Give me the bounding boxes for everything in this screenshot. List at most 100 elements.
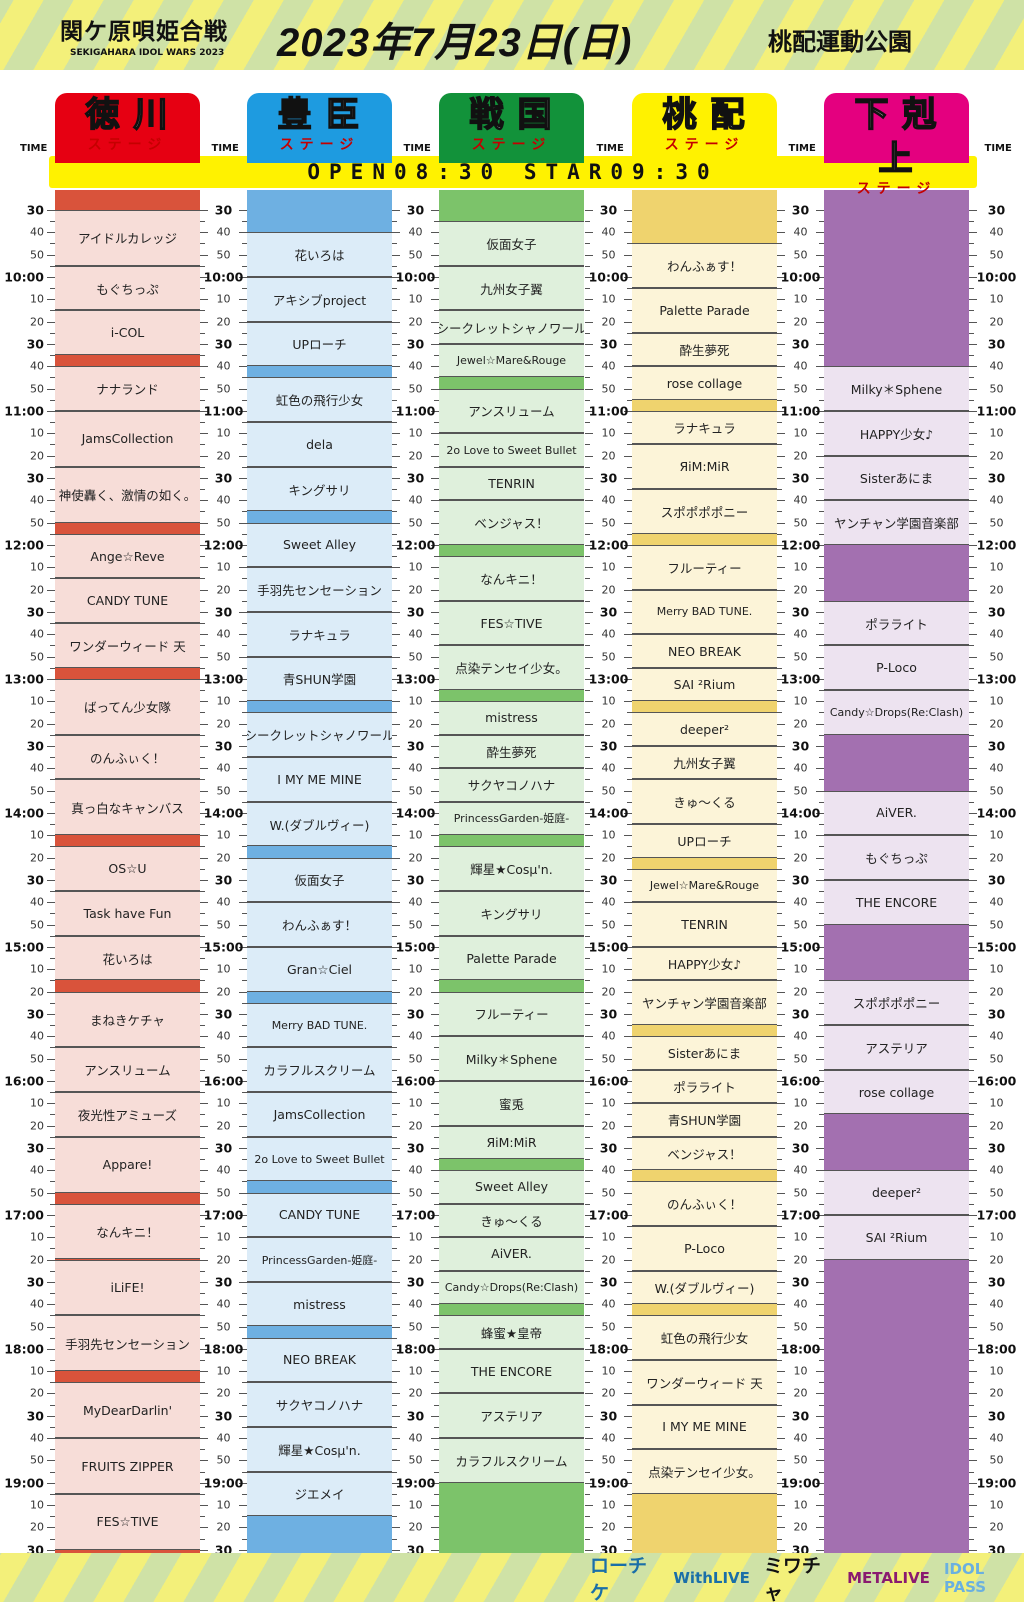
act-slot[interactable]: PrincessGarden-姫庭- bbox=[439, 801, 584, 836]
act-slot[interactable]: フルーティー bbox=[439, 991, 584, 1037]
act-slot[interactable]: スポポポポニー bbox=[824, 980, 969, 1026]
act-slot[interactable]: MyDearDarlin' bbox=[55, 1382, 200, 1439]
act-slot[interactable]: ジエメイ bbox=[247, 1471, 392, 1517]
act-slot[interactable]: 九州女子翼 bbox=[632, 745, 777, 780]
act-slot[interactable]: ヤンチャン学園音楽部 bbox=[824, 500, 969, 545]
act-slot[interactable]: I MY ME MINE bbox=[632, 1404, 777, 1450]
act-slot[interactable]: 手羽先センセーション bbox=[247, 567, 392, 612]
act-slot[interactable]: キングサリ bbox=[439, 891, 584, 936]
act-slot[interactable]: AiVER. bbox=[439, 1237, 584, 1271]
act-slot[interactable]: ЯiM:MiR bbox=[439, 1125, 584, 1159]
act-slot[interactable]: mistress bbox=[439, 701, 584, 735]
act-slot[interactable]: HAPPY少女♪ bbox=[632, 946, 777, 981]
act-slot[interactable]: Jewel☆Mare&Rouge bbox=[439, 343, 584, 378]
act-slot[interactable]: ポラライト bbox=[632, 1069, 777, 1104]
act-slot[interactable]: 夜光性アミューズ bbox=[55, 1092, 200, 1137]
act-slot[interactable]: AiVER. bbox=[824, 790, 969, 836]
act-slot[interactable]: 点染テンセイ少女。 bbox=[439, 645, 584, 691]
act-slot[interactable]: JamsCollection bbox=[55, 410, 200, 467]
act-slot[interactable]: 虹色の飛行少女 bbox=[247, 377, 392, 423]
act-slot[interactable]: 2o Love to Sweet Bullet bbox=[247, 1136, 392, 1182]
act-slot[interactable]: Milky＊Sphene bbox=[439, 1036, 584, 1081]
act-slot[interactable]: W.(ダブルヴィー) bbox=[247, 801, 392, 847]
act-slot[interactable]: 九州女子翼 bbox=[439, 265, 584, 311]
act-slot[interactable]: アキシブproject bbox=[247, 276, 392, 322]
act-slot[interactable]: Candy☆Drops(Re:Clash) bbox=[439, 1270, 584, 1305]
act-slot[interactable]: のんふぃく！ bbox=[55, 734, 200, 780]
act-slot[interactable]: わんふぁす！ bbox=[632, 243, 777, 289]
act-slot[interactable]: 手羽先センセーション bbox=[55, 1315, 200, 1372]
act-slot[interactable]: W.(ダブルヴィー) bbox=[632, 1270, 777, 1305]
act-slot[interactable]: 真っ白なキャンバス bbox=[55, 779, 200, 836]
act-slot[interactable]: I MY ME MINE bbox=[247, 757, 392, 802]
act-slot[interactable]: ポラライト bbox=[824, 600, 969, 646]
act-slot[interactable]: スポポポポニー bbox=[632, 489, 777, 534]
act-slot[interactable]: サクヤコノハナ bbox=[247, 1382, 392, 1427]
act-slot[interactable]: rose collage bbox=[824, 1069, 969, 1115]
act-slot[interactable]: dela bbox=[247, 422, 392, 467]
act-slot[interactable]: 蜜兎 bbox=[439, 1080, 584, 1126]
act-slot[interactable]: NEO BREAK bbox=[247, 1337, 392, 1383]
act-slot[interactable]: THE ENCORE bbox=[439, 1348, 584, 1394]
act-slot[interactable]: アンスリューム bbox=[439, 388, 584, 434]
act-slot[interactable]: iLiFE! bbox=[55, 1259, 200, 1316]
act-slot[interactable]: JamsCollection bbox=[247, 1092, 392, 1137]
act-slot[interactable]: カラフルスクリーム bbox=[247, 1047, 392, 1093]
act-slot[interactable]: アイドルカレッジ bbox=[55, 210, 200, 266]
act-slot[interactable]: なんキニ！ bbox=[439, 556, 584, 601]
act-slot[interactable]: SAI ²Rium bbox=[632, 667, 777, 702]
act-slot[interactable]: アンスリューム bbox=[55, 1047, 200, 1093]
act-slot[interactable]: 花いろは bbox=[247, 232, 392, 277]
act-slot[interactable]: アステリア bbox=[824, 1025, 969, 1070]
act-slot[interactable]: まねきケチャ bbox=[55, 991, 200, 1048]
act-slot[interactable]: Sisterあにま bbox=[824, 455, 969, 501]
act-slot[interactable]: ラナキュラ bbox=[632, 410, 777, 445]
act-slot[interactable]: もぐちっぷ bbox=[824, 835, 969, 880]
act-slot[interactable]: SAI ²Rium bbox=[824, 1214, 969, 1260]
act-slot[interactable]: P-Loco bbox=[632, 1226, 777, 1271]
act-slot[interactable]: ワンダーウィード 天 bbox=[632, 1359, 777, 1405]
act-slot[interactable]: 青SHUN学園 bbox=[632, 1103, 777, 1137]
act-slot[interactable]: 神使轟く、激情の如く。 bbox=[55, 466, 200, 523]
act-slot[interactable]: サクヤコノハナ bbox=[439, 768, 584, 802]
act-slot[interactable]: ベンジャス！ bbox=[632, 1136, 777, 1171]
act-slot[interactable]: シークレットシャノワール bbox=[439, 310, 584, 344]
act-slot[interactable]: キングサリ bbox=[247, 466, 392, 512]
act-slot[interactable]: 2o Love to Sweet Bullet bbox=[439, 433, 584, 467]
act-slot[interactable]: 輝星★Cosμ'n. bbox=[439, 846, 584, 892]
act-slot[interactable]: Sweet Alley bbox=[247, 522, 392, 568]
act-slot[interactable]: PrincessGarden-姫庭- bbox=[247, 1237, 392, 1282]
act-slot[interactable]: 蜂蜜★皇帝 bbox=[439, 1315, 584, 1349]
act-slot[interactable]: TENRIN bbox=[439, 466, 584, 501]
act-slot[interactable]: ベンジャス！ bbox=[439, 500, 584, 545]
act-slot[interactable]: Merry BAD TUNE. bbox=[632, 589, 777, 635]
act-slot[interactable]: Milky＊Sphene bbox=[824, 366, 969, 411]
act-slot[interactable]: FRUITS ZIPPER bbox=[55, 1438, 200, 1494]
act-slot[interactable]: 仮面女子 bbox=[247, 857, 392, 903]
act-slot[interactable]: Merry BAD TUNE. bbox=[247, 1002, 392, 1048]
act-slot[interactable]: ばってん少女隊 bbox=[55, 678, 200, 735]
act-slot[interactable]: カラフルスクリーム bbox=[439, 1438, 584, 1483]
act-slot[interactable]: Palette Parade bbox=[632, 288, 777, 333]
act-slot[interactable]: 点染テンセイ少女。 bbox=[632, 1449, 777, 1494]
act-slot[interactable]: Ange☆Reve bbox=[55, 533, 200, 579]
act-slot[interactable]: FES☆TIVE bbox=[439, 600, 584, 646]
act-slot[interactable]: NEO BREAK bbox=[632, 634, 777, 668]
act-slot[interactable]: 輝星★Cosμ'n. bbox=[247, 1426, 392, 1472]
act-slot[interactable]: CANDY TUNE bbox=[247, 1192, 392, 1238]
act-slot[interactable]: アステリア bbox=[439, 1393, 584, 1439]
act-slot[interactable]: P-Loco bbox=[824, 645, 969, 691]
act-slot[interactable]: Jewel☆Mare&Rouge bbox=[632, 868, 777, 903]
act-slot[interactable]: もぐちっぷ bbox=[55, 265, 200, 311]
act-slot[interactable]: 仮面女子 bbox=[439, 221, 584, 266]
act-slot[interactable]: Gran☆Ciel bbox=[247, 946, 392, 992]
act-slot[interactable]: ナナランド bbox=[55, 366, 200, 411]
act-slot[interactable]: UPローチ bbox=[632, 824, 777, 858]
act-slot[interactable]: ヤンチャン学園音楽部 bbox=[632, 980, 777, 1026]
act-slot[interactable]: きゅ〜くる bbox=[439, 1203, 584, 1238]
act-slot[interactable]: OS☆U bbox=[55, 846, 200, 892]
act-slot[interactable]: ラナキュラ bbox=[247, 611, 392, 657]
act-slot[interactable]: i-COL bbox=[55, 310, 200, 356]
act-slot[interactable]: FES☆TIVE bbox=[55, 1493, 200, 1550]
act-slot[interactable]: ワンダーウィード 天 bbox=[55, 623, 200, 668]
